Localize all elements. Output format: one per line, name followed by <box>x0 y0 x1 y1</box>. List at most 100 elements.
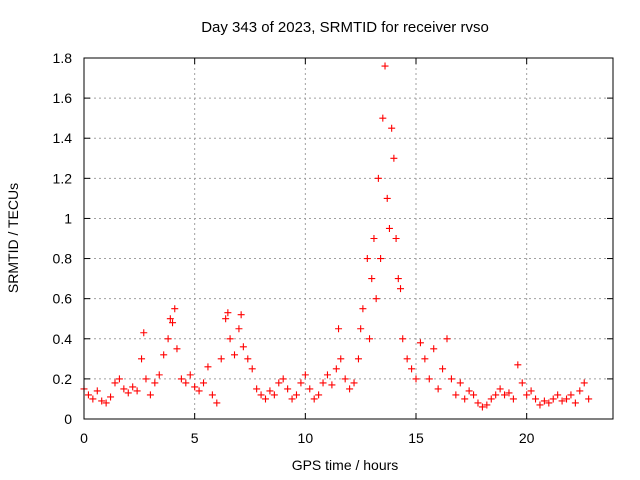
y-tick-label: 0.2 <box>53 371 73 387</box>
data-point <box>384 195 391 202</box>
data-point <box>240 343 247 350</box>
data-point <box>173 345 180 352</box>
data-point <box>311 395 318 402</box>
x-tick-label: 0 <box>80 430 88 446</box>
data-point <box>386 225 393 232</box>
data-point <box>178 375 185 382</box>
data-point <box>320 379 327 386</box>
data-point <box>567 391 574 398</box>
data-point <box>324 371 331 378</box>
data-point <box>302 371 309 378</box>
data-point <box>182 379 189 386</box>
data-point <box>523 391 530 398</box>
x-tick-label: 10 <box>298 430 314 446</box>
data-point <box>368 275 375 282</box>
data-point <box>443 335 450 342</box>
data-point <box>165 335 172 342</box>
data-point <box>238 311 245 318</box>
y-tick-label: 0 <box>64 411 72 427</box>
data-point <box>224 309 231 316</box>
data-point <box>140 329 147 336</box>
data-point <box>417 339 424 346</box>
data-point <box>457 379 464 386</box>
data-point <box>421 355 428 362</box>
data-point <box>147 391 154 398</box>
y-tick-label: 1 <box>64 210 72 226</box>
grid <box>84 58 613 419</box>
data-point <box>191 383 198 390</box>
data-point <box>510 395 517 402</box>
data-point <box>497 385 504 392</box>
data-point <box>488 395 495 402</box>
data-point <box>196 387 203 394</box>
data-point <box>222 315 229 322</box>
data-point <box>536 401 543 408</box>
data-point <box>532 395 539 402</box>
y-tick-label: 0.6 <box>53 291 73 307</box>
data-point <box>357 325 364 332</box>
data-point <box>388 125 395 132</box>
data-point <box>187 371 194 378</box>
plot-frame <box>84 58 613 419</box>
data-point <box>448 375 455 382</box>
data-point <box>120 385 127 392</box>
data-point <box>375 175 382 182</box>
x-tick-labels: 0 5 10 15 20 <box>80 430 535 446</box>
data-point <box>430 345 437 352</box>
data-point <box>151 379 158 386</box>
data-point <box>333 365 340 372</box>
data-point <box>382 63 389 70</box>
data-point <box>397 285 404 292</box>
data-point <box>328 381 335 388</box>
data-point <box>519 379 526 386</box>
data-point <box>492 391 499 398</box>
data-point <box>266 387 273 394</box>
x-tick-label: 5 <box>191 430 199 446</box>
data-point <box>379 115 386 122</box>
data-point <box>306 385 313 392</box>
data-point <box>160 351 167 358</box>
y-tick-label: 1.8 <box>53 50 73 66</box>
data-point <box>129 383 136 390</box>
y-axis-label: SRMTID / TECUs <box>5 183 21 293</box>
data-point <box>116 375 123 382</box>
data-point <box>364 255 371 262</box>
data-point <box>315 391 322 398</box>
data-point <box>359 305 366 312</box>
data-point <box>85 391 92 398</box>
data-point <box>204 363 211 370</box>
data-point <box>550 395 557 402</box>
data-point <box>213 399 220 406</box>
data-point <box>514 361 521 368</box>
data-point <box>244 355 251 362</box>
data-point <box>142 375 149 382</box>
x-tick-label: 15 <box>408 430 424 446</box>
x-axis-label: GPS time / hours <box>292 457 399 473</box>
y-tick-label: 0.8 <box>53 251 73 267</box>
data-point <box>297 379 304 386</box>
data-point <box>461 395 468 402</box>
data-point <box>439 365 446 372</box>
data-point <box>111 379 118 386</box>
y-tick-label: 1.2 <box>53 170 73 186</box>
data-point <box>335 325 342 332</box>
data-point <box>581 379 588 386</box>
data-point <box>346 385 353 392</box>
data-point <box>258 391 265 398</box>
chart-title: Day 343 of 2023, SRMTID for receiver rvs… <box>201 19 489 36</box>
y-tick-label: 1.4 <box>53 130 73 146</box>
data-point <box>94 387 101 394</box>
data-point <box>554 391 561 398</box>
data-point <box>393 235 400 242</box>
data-point <box>218 355 225 362</box>
data-point <box>284 385 291 392</box>
data-point <box>107 393 114 400</box>
data-point <box>413 375 420 382</box>
data-point <box>289 395 296 402</box>
data-point <box>377 255 384 262</box>
data-point <box>209 391 216 398</box>
data-point <box>275 379 282 386</box>
data-point <box>435 385 442 392</box>
data-point <box>134 387 141 394</box>
data-point <box>373 295 380 302</box>
